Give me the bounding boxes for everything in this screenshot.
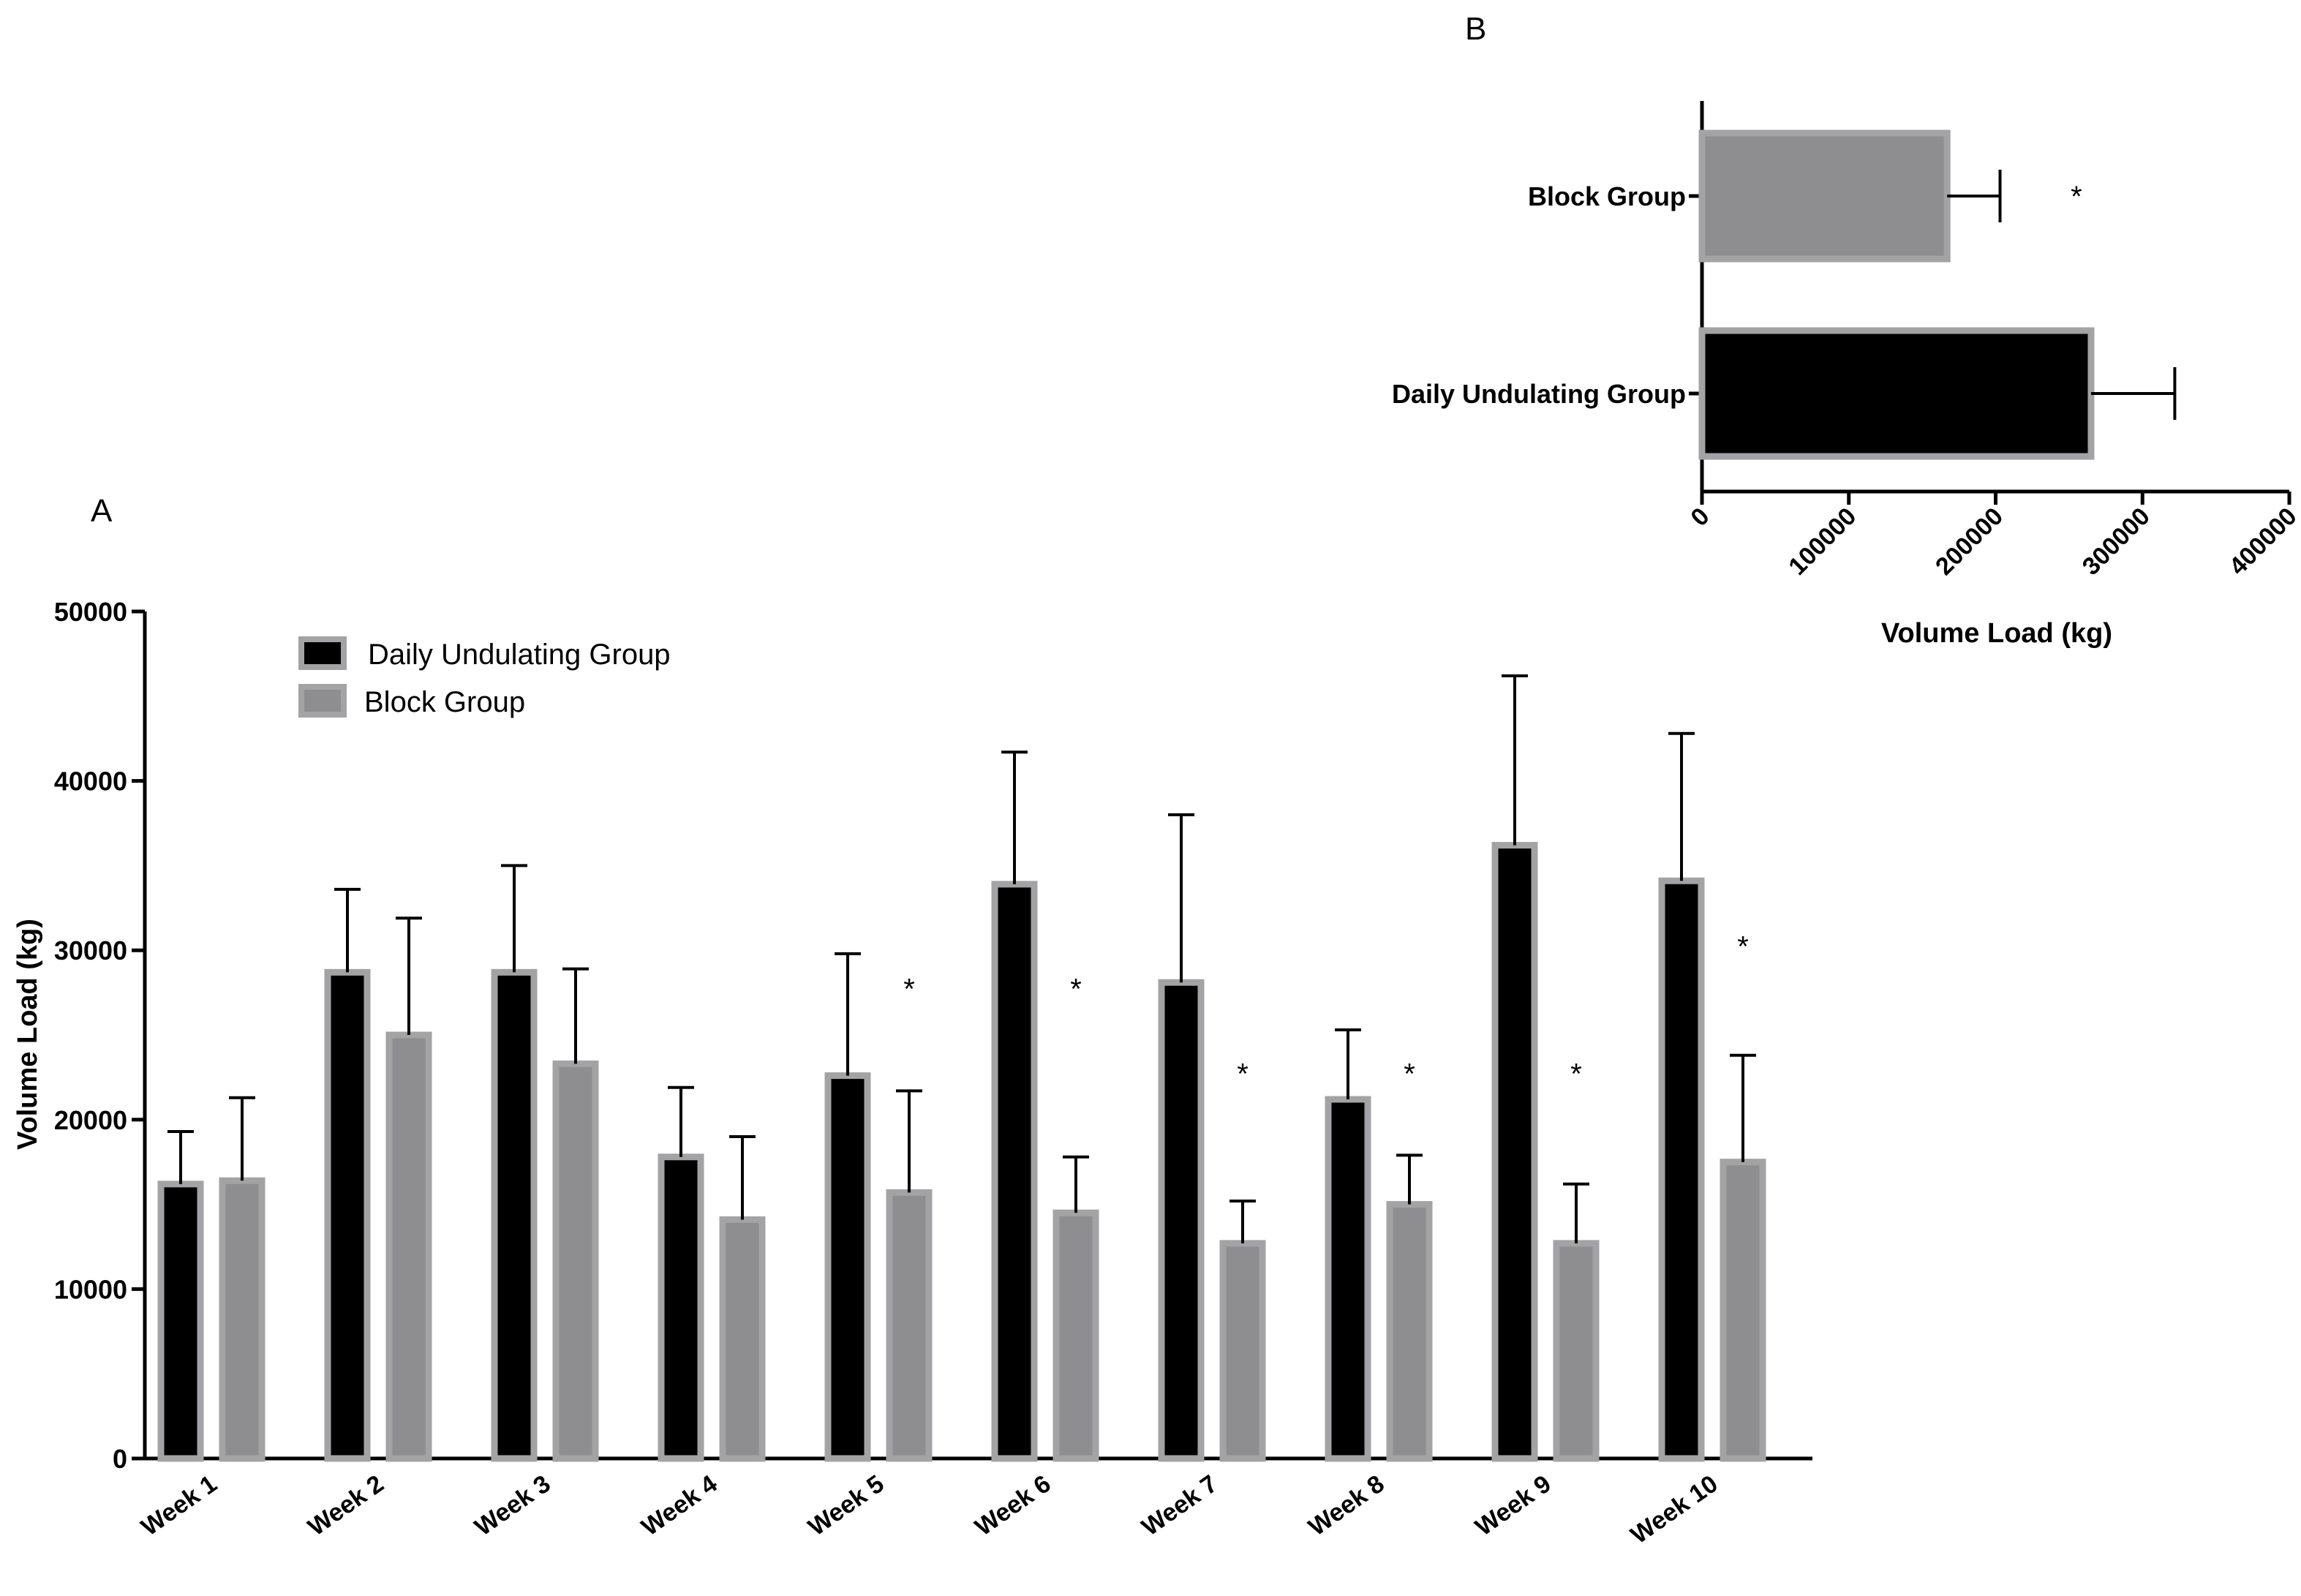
legend-label-daily: Daily Undulating Group: [368, 639, 671, 671]
chart-a-x-tick-label: Week 10: [1626, 1469, 1723, 1549]
chart-b-x-tick-label: 300000: [2077, 502, 2155, 581]
bar-daily-undulating: [1325, 1096, 1371, 1462]
chart-a-x-tick-label: Week 7: [1137, 1469, 1222, 1541]
bar-daily-undulating-total: [1698, 327, 2095, 460]
bar-daily-undulating: [824, 1072, 871, 1462]
bar-block: [719, 1216, 766, 1462]
bar-block: [385, 1031, 432, 1462]
chart-a-y-tick-label: 40000: [54, 767, 127, 797]
bar-block: [219, 1177, 266, 1462]
bar-daily-undulating: [324, 968, 371, 1462]
chart-b-x-tick-label: 0: [1685, 502, 1714, 532]
chart-a-bars: [157, 842, 1766, 1462]
chart-a-y-tick-label: 0: [113, 1444, 127, 1474]
significance-asterisk: *: [1070, 974, 1082, 1006]
bar-block-total: [1698, 129, 1951, 263]
chart-b-x-tick-label: 400000: [2224, 502, 2301, 581]
chart-b-x-tick-label: 200000: [1930, 502, 2008, 581]
chart-a-x-tick-label: Week 2: [303, 1469, 388, 1541]
chart-a-y-tick-label: 30000: [54, 936, 127, 965]
chart-a-x-tick-label: Week 1: [136, 1469, 222, 1541]
chart-a-x-tick-label: Week 4: [636, 1469, 722, 1541]
chart-b-bars: [1698, 129, 2095, 460]
chart-a-x-tick-label: Week 8: [1303, 1469, 1389, 1541]
bar-daily-undulating: [1158, 979, 1205, 1462]
chart-a-y-tick-label: 10000: [54, 1274, 127, 1304]
chart-a-error-bars: [167, 674, 1756, 1243]
chart-b-y-tick-label: Block Group: [1528, 181, 1686, 211]
panel-a-label: A: [91, 493, 113, 529]
chart-b-significance-marks: *: [2071, 181, 2082, 213]
bar-daily-undulating: [658, 1153, 704, 1462]
legend-swatch-daily: [298, 636, 347, 670]
bar-daily-undulating: [991, 881, 1038, 1462]
significance-asterisk: *: [903, 974, 915, 1006]
panel-b-label: B: [1465, 11, 1486, 47]
chart-b-x-tick-label: 100000: [1783, 502, 1861, 581]
chart-a-y-axis-title: Volume Load (kg): [12, 919, 43, 1150]
significance-asterisk: *: [1570, 1058, 1582, 1090]
chart-a: * * * * * * 0 10000 20000 30000 40000 50000 Week 1 W…: [12, 597, 1812, 1549]
chart-b-y-tick-label: Daily Undulating Group: [1392, 379, 1686, 409]
chart-a-x-tick-label: Week 5: [803, 1469, 889, 1541]
bar-block: [1553, 1240, 1600, 1462]
bar-block: [1219, 1240, 1266, 1462]
chart-b-error-bars: [1947, 170, 2177, 420]
significance-asterisk: *: [1237, 1058, 1249, 1090]
chart-a-x-tick-label: Week 9: [1470, 1469, 1556, 1541]
bar-daily-undulating: [1658, 877, 1705, 1462]
bar-daily-undulating: [157, 1181, 204, 1462]
legend-label-block: Block Group: [364, 686, 525, 718]
bar-block: [552, 1060, 599, 1462]
bar-block: [886, 1189, 933, 1462]
chart-b-x-axis-title: Volume Load (kg): [1881, 618, 2112, 649]
chart-a-significance-marks: * * * * * *: [903, 931, 1749, 1091]
legend-swatch-block: [298, 684, 347, 718]
significance-asterisk: *: [2071, 181, 2082, 213]
chart-a-y-tick-label: 20000: [54, 1105, 127, 1135]
significance-asterisk: *: [1737, 931, 1749, 963]
chart-a-legend: Daily Undulating Group Block Group: [298, 636, 671, 718]
chart-b: * 0 100000 200000 300000 400000 Block Group Da…: [1392, 101, 2301, 649]
chart-a-x-tick-label: Week 3: [470, 1469, 555, 1541]
bar-block: [1720, 1159, 1766, 1462]
chart-a-x-tick-label: Week 6: [970, 1469, 1055, 1541]
bar-daily-undulating: [1491, 842, 1538, 1462]
chart-a-y-tick-label: 50000: [54, 597, 127, 627]
bar-block: [1052, 1209, 1099, 1462]
bar-daily-undulating: [491, 968, 538, 1462]
bar-block: [1386, 1201, 1433, 1462]
significance-asterisk: *: [1404, 1058, 1415, 1090]
